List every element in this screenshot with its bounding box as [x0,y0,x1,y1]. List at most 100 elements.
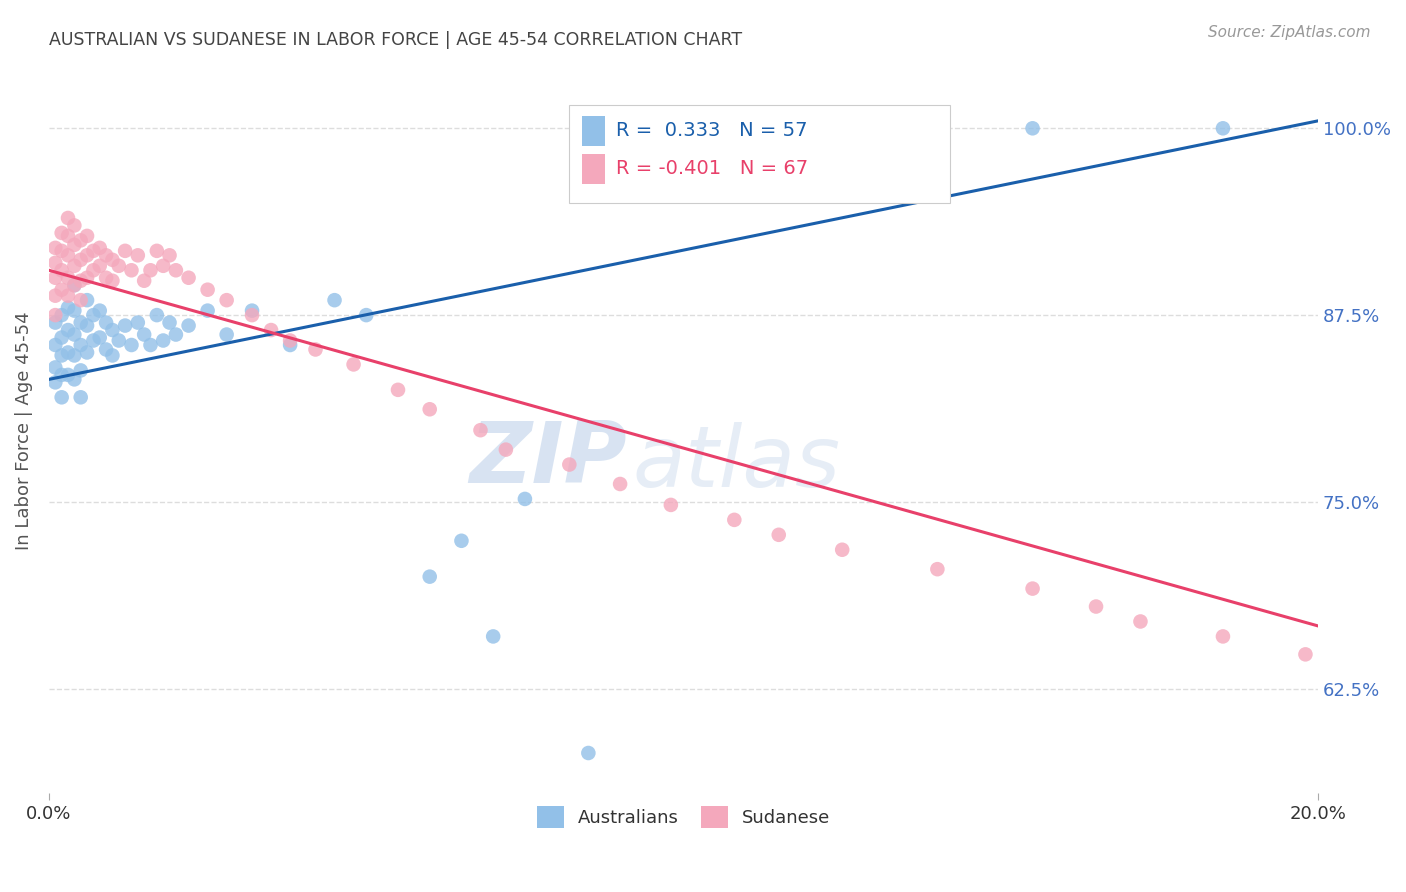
Point [51,283,73,297]
Point [260,323,283,337]
Point [107,259,129,273]
Point [134,327,156,342]
Point [127,248,149,262]
Point [165,327,187,342]
Point [101,252,124,267]
Point [69,390,91,404]
Point [139,338,162,352]
Point [89,259,111,273]
Legend: Australians, Sudanese: Australians, Sudanese [530,798,838,835]
Point [63,327,86,342]
Point [63,349,86,363]
Point [1212,121,1234,136]
Point [177,318,200,333]
Point [56,270,79,285]
Point [304,343,326,357]
Point [76,318,98,333]
Point [768,528,790,542]
Point [927,562,949,576]
Point [76,228,98,243]
Point [63,278,86,293]
Point [44,308,66,322]
Point [1212,629,1234,643]
Point [450,533,472,548]
Point [215,293,238,308]
Point [659,498,682,512]
Point [82,263,104,277]
Point [44,256,66,270]
Point [159,316,181,330]
Point [63,303,86,318]
Point [44,360,66,375]
Point [94,316,117,330]
Point [576,746,599,760]
Point [56,345,79,359]
Text: R =  0.333   N = 57: R = 0.333 N = 57 [616,120,808,140]
Point [1021,121,1043,136]
Point [159,248,181,262]
Point [69,293,91,308]
Point [1021,582,1043,596]
Point [82,334,104,348]
Point [76,345,98,359]
Point [76,293,98,308]
Point [152,334,174,348]
Point [69,252,91,267]
Point [63,278,86,293]
Point [146,308,169,322]
Point [342,358,364,372]
Text: atlas: atlas [633,422,841,505]
Point [44,288,66,302]
Point [495,442,517,457]
Point [146,244,169,258]
Text: Source: ZipAtlas.com: Source: ZipAtlas.com [1208,25,1371,40]
Point [482,629,505,643]
Point [121,338,143,352]
Point [76,270,98,285]
Text: R = -0.401   N = 67: R = -0.401 N = 67 [616,159,808,178]
Point [63,238,86,252]
Point [44,241,66,255]
Point [121,263,143,277]
Point [1085,599,1108,614]
Point [44,338,66,352]
FancyBboxPatch shape [569,104,950,202]
Point [69,274,91,288]
Point [1294,648,1316,662]
Point [63,259,86,273]
Point [51,308,73,322]
Point [44,270,66,285]
Point [107,334,129,348]
Point [1129,615,1152,629]
Point [152,259,174,273]
Point [101,274,124,288]
Point [51,368,73,382]
Point [558,458,581,472]
Point [56,368,79,382]
Point [240,303,263,318]
Point [56,211,79,225]
Point [94,270,117,285]
Point [323,293,346,308]
Point [94,343,117,357]
Point [89,330,111,344]
Point [101,323,124,337]
Point [44,316,66,330]
Point [609,477,631,491]
Point [56,323,79,337]
Bar [582,116,605,146]
Point [215,327,238,342]
Point [56,301,79,315]
Point [69,363,91,377]
Point [831,542,853,557]
Point [419,402,441,417]
Point [278,334,301,348]
Point [513,491,536,506]
Point [51,244,73,258]
Point [127,316,149,330]
Y-axis label: In Labor Force | Age 45-54: In Labor Force | Age 45-54 [15,311,32,550]
Point [69,316,91,330]
Point [165,263,187,277]
Text: AUSTRALIAN VS SUDANESE IN LABOR FORCE | AGE 45-54 CORRELATION CHART: AUSTRALIAN VS SUDANESE IN LABOR FORCE | … [49,31,742,49]
Bar [582,154,605,185]
